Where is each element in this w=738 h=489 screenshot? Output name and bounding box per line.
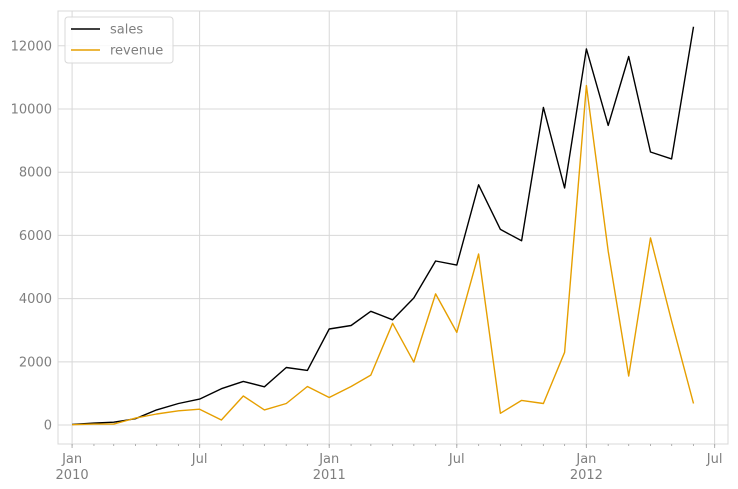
y-tick-label: 10000 (11, 102, 52, 117)
y-tick-label: 8000 (19, 166, 52, 181)
x-tick-year-label: 2010 (56, 468, 89, 483)
x-tick-label: Jan (61, 452, 82, 467)
y-tick-label: 6000 (19, 229, 52, 244)
x-tick-label: Jul (448, 452, 465, 467)
y-tick-label: 4000 (19, 292, 52, 307)
series-lines (72, 26, 695, 426)
x-tick-label: Jan (318, 452, 339, 467)
y-axis-ticks: 0 2000 4000 6000 8000 10000 12000 (11, 39, 52, 433)
plot-area (57, 10, 729, 445)
x-tick-label: Jan (575, 452, 596, 467)
y-tick-label: 12000 (11, 39, 52, 54)
legend-label-revenue: revenue (110, 44, 163, 59)
x-tick-year-label: 2012 (570, 468, 603, 483)
x-tick-label: Jul (191, 452, 208, 467)
series-line-sales (72, 26, 695, 426)
x-tick-year-label: 2011 (313, 468, 346, 483)
y-tick-label: 2000 (19, 355, 52, 370)
series-line-revenue (72, 84, 695, 426)
y-tick-label: 0 (44, 419, 52, 434)
x-tick-label: Jul (706, 452, 723, 467)
legend-label-sales: sales (110, 23, 143, 38)
legend: sales revenue (64, 16, 174, 64)
x-grid (71, 11, 716, 444)
